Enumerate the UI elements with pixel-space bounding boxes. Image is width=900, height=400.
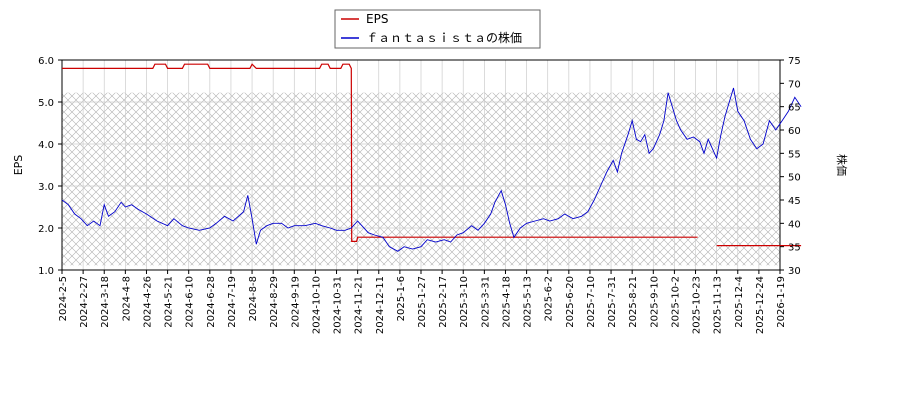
- x-tick-label: 2025-10-2: [670, 276, 681, 328]
- legend: EPS ｆａｎｔａｓｉｓｔａの株価: [334, 9, 541, 49]
- x-tick-label: 2024-9-19: [290, 276, 301, 328]
- x-tick-label: 2025-1-27: [417, 276, 428, 328]
- series: [61, 63, 802, 252]
- legend-box: [334, 9, 541, 49]
- right-tick-label: 60: [788, 126, 801, 137]
- x-tick-label: 2025-6-20: [565, 276, 576, 328]
- right-tick-label: 70: [788, 79, 801, 90]
- price-line: [61, 87, 802, 252]
- x-tick-label: 2024-8-8: [248, 276, 259, 321]
- right-tick-label: 35: [788, 243, 801, 254]
- x-tick-label: 2025-11-13: [713, 276, 724, 334]
- x-tick-label: 2025-12-4: [734, 276, 745, 328]
- x-tick-label: 2024-10-31: [333, 276, 344, 334]
- left-axis: 1.0 2.0 3.0 4.0 5.0 6.0: [38, 56, 62, 277]
- x-tick-label: 2025-8-21: [628, 276, 639, 328]
- right-axis-title: 株価: [835, 154, 849, 176]
- x-tick-label: 2025-3-31: [480, 276, 491, 328]
- eps-line-segment: [62, 63, 698, 242]
- x-tick-label: 2025-1-6: [396, 276, 407, 321]
- x-tick-label: 2024-4-26: [142, 276, 153, 328]
- x-tick-label: 2025-12-24: [755, 276, 766, 334]
- right-axis: 30 35 40 45 50 55 60 65 70 75: [780, 56, 801, 277]
- left-tick-label: 4.0: [38, 140, 54, 151]
- left-tick-label: 6.0: [38, 56, 54, 67]
- x-tick-label: 2025-5-13: [523, 276, 534, 328]
- right-tick-label: 45: [788, 196, 801, 207]
- left-tick-label: 3.0: [38, 182, 54, 193]
- left-tick-label: 1.0: [38, 266, 54, 277]
- x-tick-label: 2024-2-5: [58, 276, 69, 321]
- x-tick-label: 2025-7-31: [607, 276, 618, 328]
- x-tick-label: 2024-6-10: [185, 276, 196, 328]
- right-tick-label: 75: [788, 56, 801, 67]
- x-tick-label: 2024-4-8: [121, 276, 132, 321]
- x-tick-label: 2024-8-29: [269, 276, 280, 328]
- left-axis-title: EPS: [12, 155, 25, 176]
- right-tick-label: 50: [788, 173, 801, 184]
- left-tick-label: 5.0: [38, 98, 54, 109]
- right-tick-label: 65: [788, 103, 801, 114]
- x-tick-label: 2024-2-27: [79, 276, 90, 328]
- x-tick-label: 2024-12-11: [375, 276, 386, 334]
- x-tick-label: 2024-11-21: [354, 276, 365, 334]
- x-tick-label: 2024-7-19: [227, 276, 238, 328]
- x-axis: 2024-2-5 2024-2-27 2024-3-18 2024-4-8 2024-4…: [58, 270, 787, 334]
- right-tick-label: 55: [788, 149, 801, 160]
- x-tick-label: 2025-3-10: [459, 276, 470, 328]
- right-tick-label: 40: [788, 219, 801, 230]
- x-tick-label: 2025-4-18: [501, 276, 512, 328]
- x-tick-label: 2025-7-10: [586, 276, 597, 328]
- legend-label-eps: EPS: [366, 12, 388, 26]
- x-tick-label: 2025-2-17: [438, 276, 449, 328]
- x-tick-label: 2024-10-10: [311, 276, 322, 334]
- x-tick-label: 2025-6-2: [544, 276, 555, 321]
- x-tick-label: 2025-9-10: [649, 276, 660, 328]
- right-tick-label: 30: [788, 266, 801, 277]
- x-tick-label: 2024-6-28: [206, 276, 217, 328]
- x-tick-label: 2024-3-18: [100, 276, 111, 328]
- legend-label-price: ｆａｎｔａｓｉｓｔａの株価: [366, 30, 522, 45]
- left-tick-label: 2.0: [38, 224, 54, 235]
- x-tick-label: 2026-1-19: [776, 276, 787, 328]
- x-tick-label: 2025-10-23: [692, 276, 703, 334]
- x-tick-label: 2024-5-21: [164, 276, 175, 328]
